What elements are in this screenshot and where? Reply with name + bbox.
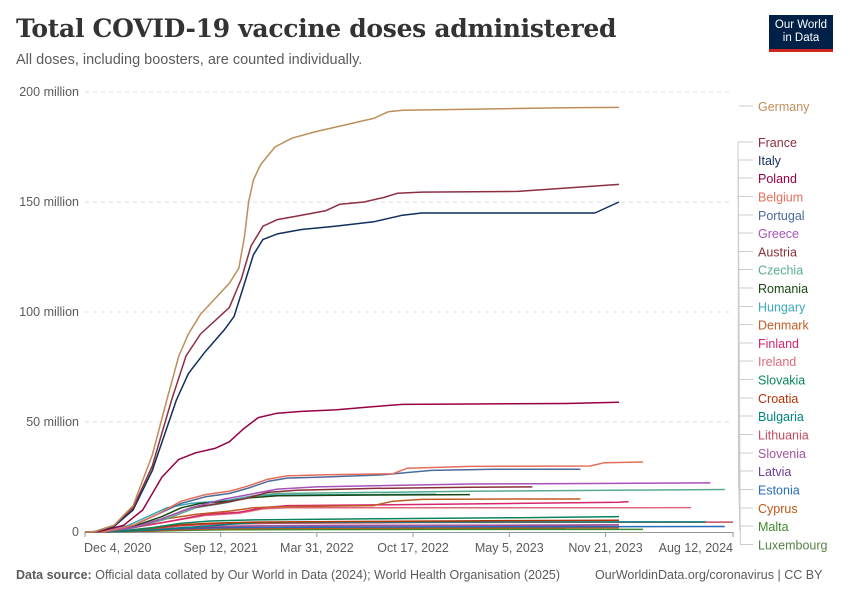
legend-connector xyxy=(739,452,753,526)
legend-connector xyxy=(739,434,753,523)
legend-connector xyxy=(738,324,753,500)
legend-label-slovakia[interactable]: Slovakia xyxy=(758,374,805,388)
legend-label-germany[interactable]: Germany xyxy=(758,100,810,114)
legend-connector xyxy=(738,342,753,503)
series-line-slovakia[interactable] xyxy=(84,515,620,533)
legend-connector xyxy=(739,525,753,530)
legend-label-romania[interactable]: Romania xyxy=(758,282,808,296)
y-axis: 0 50 million 100 million 150 million 200 mil… xyxy=(19,85,79,539)
x-tick-label: Sep 12, 2021 xyxy=(183,541,257,555)
series-line-italy[interactable] xyxy=(84,201,620,533)
series-line-poland[interactable] xyxy=(84,401,620,533)
legend-label-czechia[interactable]: Czechia xyxy=(758,264,803,278)
legend-connector xyxy=(738,379,753,518)
legend-label-belgium[interactable]: Belgium xyxy=(758,191,803,205)
y-tick-label: 150 million xyxy=(19,195,79,209)
chart-title: Total COVID-19 vaccine doses administere… xyxy=(16,14,617,43)
legend-label-croatia[interactable]: Croatia xyxy=(758,392,798,406)
legend-label-finland[interactable]: Finland xyxy=(758,337,799,351)
series-line-germany[interactable] xyxy=(84,106,620,533)
legend-label-poland[interactable]: Poland xyxy=(758,172,797,186)
legend: Germany France Italy Poland Belgium Portugal G… xyxy=(758,100,828,553)
legend-connectors xyxy=(737,105,753,545)
legend-connector xyxy=(738,232,753,484)
footer-source: Data source: Official data collated by O… xyxy=(16,568,560,582)
y-tick-label: 50 million xyxy=(26,415,79,429)
logo-line-2: in Data xyxy=(782,32,820,44)
logo-line-1: Our World xyxy=(774,19,828,31)
footer-url[interactable]: OurWorldinData.org/coronavirus | CC BY xyxy=(595,568,823,582)
legend-label-ireland[interactable]: Ireland xyxy=(758,355,796,369)
legend-label-lithuania[interactable]: Lithuania xyxy=(758,429,809,443)
series-lines xyxy=(84,106,734,533)
legend-connector xyxy=(737,159,753,203)
chart-subtitle: All doses, including boosters, are count… xyxy=(16,52,363,68)
x-tick-label: Aug 12, 2024 xyxy=(659,541,733,555)
legend-label-cyprus[interactable]: Cyprus xyxy=(758,502,798,516)
logo-accent-bar xyxy=(769,49,833,52)
x-tick-label: Mar 31, 2022 xyxy=(280,541,354,555)
source-text: Official data collated by Our World in D… xyxy=(95,568,561,582)
x-tick-label: Nov 21, 2023 xyxy=(568,541,642,555)
legend-label-austria[interactable]: Austria xyxy=(758,246,797,260)
owid-logo[interactable]: Our World in Data xyxy=(769,15,833,52)
legend-label-denmark[interactable]: Denmark xyxy=(758,319,809,333)
legend-label-hungary[interactable]: Hungary xyxy=(758,301,806,315)
series-line-belgium[interactable] xyxy=(84,461,644,533)
legend-connector xyxy=(738,306,753,495)
y-tick-label: 0 xyxy=(72,525,79,539)
x-tick-label: Oct 17, 2022 xyxy=(377,541,449,555)
legend-connector xyxy=(738,287,753,496)
legend-label-italy[interactable]: Italy xyxy=(758,154,782,168)
legend-label-bulgaria[interactable]: Bulgaria xyxy=(758,410,804,424)
legend-connector xyxy=(739,470,753,526)
x-tick-label: Dec 4, 2020 xyxy=(84,541,151,555)
legend-label-portugal[interactable]: Portugal xyxy=(758,209,805,223)
legend-connector xyxy=(739,528,753,545)
x-tick-label: May 5, 2023 xyxy=(475,541,544,555)
series-line-france[interactable] xyxy=(84,183,620,533)
y-tick-label: 200 million xyxy=(19,85,79,99)
legend-label-luxembourg[interactable]: Luxembourg xyxy=(758,539,828,553)
x-axis: Dec 4, 2020 Sep 12, 2021 Mar 31, 2022 Oct 1… xyxy=(84,532,734,555)
legend-connector xyxy=(737,177,753,403)
legend-connector xyxy=(739,415,753,523)
legend-connector xyxy=(737,196,753,463)
legend-connector xyxy=(738,214,753,470)
series-line-greece[interactable] xyxy=(84,482,711,533)
legend-connector xyxy=(738,251,753,488)
legend-connector xyxy=(739,507,753,529)
legend-label-greece[interactable]: Greece xyxy=(758,227,799,241)
y-tick-label: 100 million xyxy=(19,305,79,319)
source-label: Data source: xyxy=(16,568,92,582)
series-line-bulgaria[interactable] xyxy=(84,521,706,533)
legend-label-estonia[interactable]: Estonia xyxy=(758,484,800,498)
legend-label-france[interactable]: France xyxy=(758,136,797,150)
legend-label-slovenia[interactable]: Slovenia xyxy=(758,447,806,461)
legend-label-malta[interactable]: Malta xyxy=(758,520,789,534)
gridlines xyxy=(85,91,733,423)
legend-label-latvia[interactable]: Latvia xyxy=(758,465,791,479)
